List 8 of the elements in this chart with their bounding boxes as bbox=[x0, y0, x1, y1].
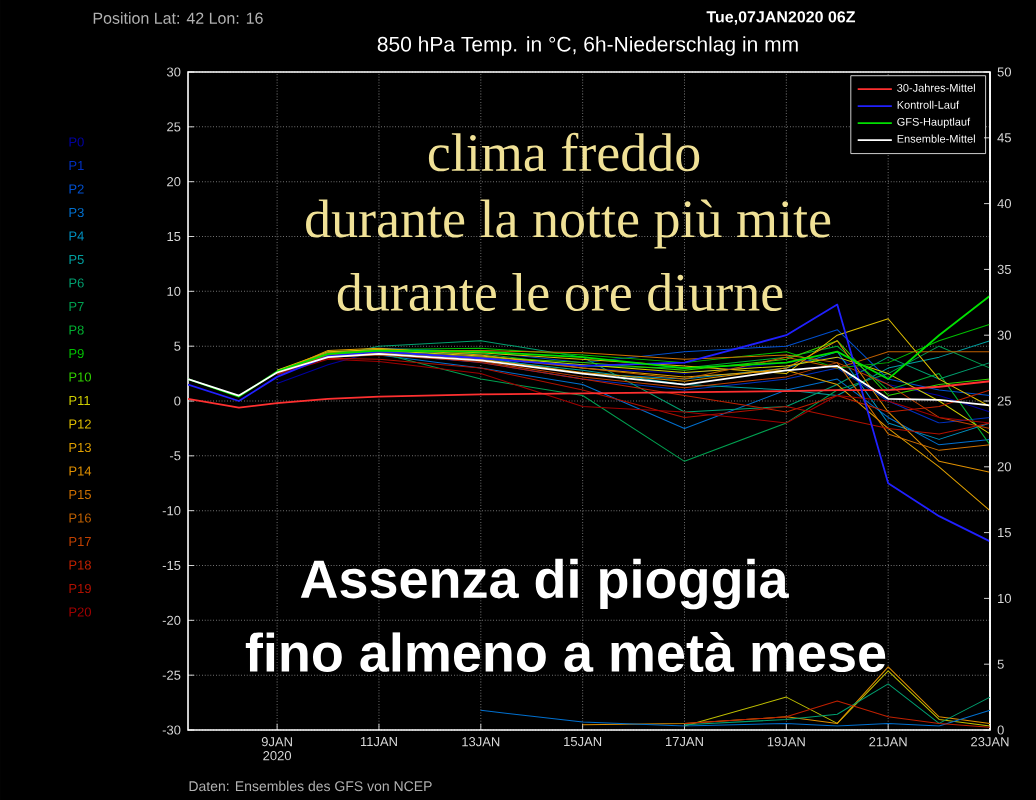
text: Tue,07JAN2020 06Z bbox=[706, 11, 856, 25]
text: Position Lat: 42 Lon: 16 bbox=[93, 12, 263, 24]
annotation: Assenza di pioggia bbox=[300, 558, 789, 610]
annotation: fino almeno a metà mese bbox=[245, 631, 886, 673]
annotation: durante la notte più mite bbox=[306, 199, 831, 249]
chart-title: 850 hPa Temp. in °C, 6h-Niederschlag in mm bbox=[377, 36, 798, 56]
annotation: durante le ore diurne bbox=[337, 272, 783, 311]
annotation: clima freddo bbox=[428, 132, 700, 172]
